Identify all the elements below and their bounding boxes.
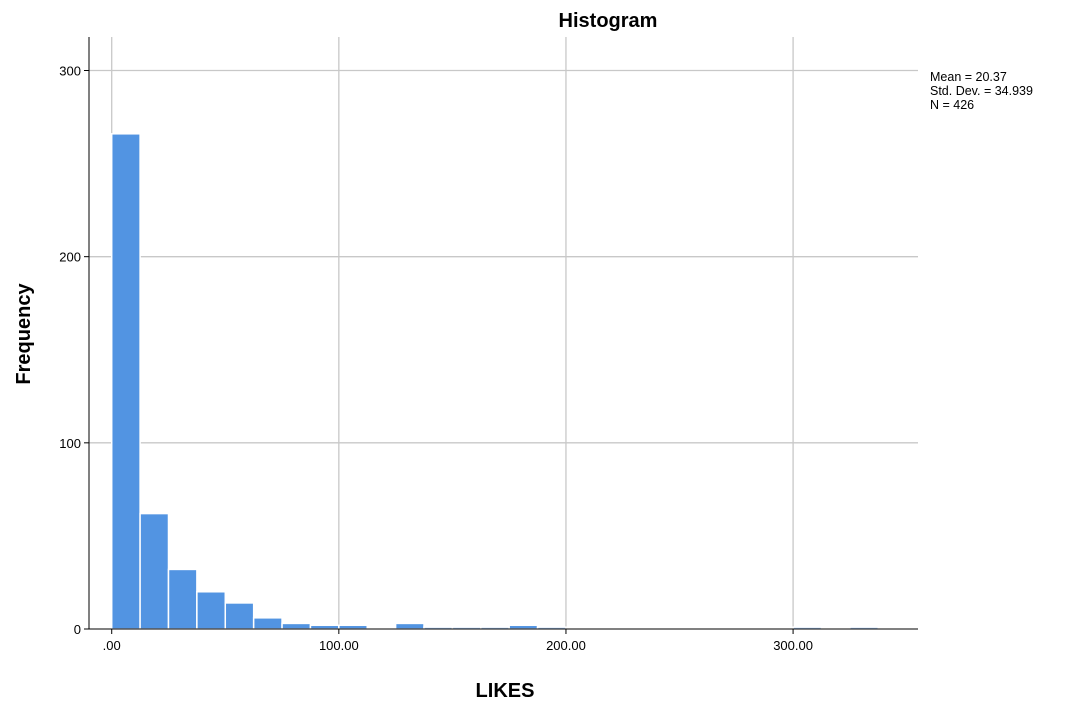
x-axis-title: LIKES: [476, 680, 535, 702]
chart-title: Histogram: [559, 10, 658, 32]
axes: [88, 37, 918, 630]
stats-n: N = 426: [930, 98, 974, 112]
x-tick-label: .00: [103, 638, 121, 653]
y-tick-label: 200: [59, 250, 81, 265]
histogram-bar: [139, 512, 170, 630]
stats-mean: Mean = 20.37: [930, 70, 1007, 84]
histogram-bar: [224, 602, 255, 630]
y-axis-title: Frequency: [13, 283, 35, 385]
histogram-bar: [338, 624, 368, 630]
stats-box: Mean = 20.37 Std. Dev. = 34.939 N = 426: [930, 70, 1033, 112]
histogram-bar: [508, 624, 539, 630]
y-tick-label: 100: [59, 436, 81, 451]
y-tick-label: 0: [74, 622, 81, 637]
x-tick-label: 200.00: [546, 638, 586, 653]
gridlines: [89, 37, 918, 629]
x-tick-label: 100.00: [319, 638, 359, 653]
histogram-bar: [252, 617, 283, 630]
histogram-bar: [110, 133, 141, 630]
stats-std-dev: Std. Dev. = 34.939: [930, 84, 1033, 98]
histogram-bar: [309, 624, 340, 630]
x-tick-label: 300.00: [773, 638, 813, 653]
histogram-bar: [167, 568, 198, 630]
bars: [110, 133, 880, 630]
histogram-bar: [281, 622, 312, 630]
histogram-bar: [394, 622, 425, 630]
y-tick-label: 300: [59, 64, 81, 79]
histogram-bar: [196, 591, 227, 630]
